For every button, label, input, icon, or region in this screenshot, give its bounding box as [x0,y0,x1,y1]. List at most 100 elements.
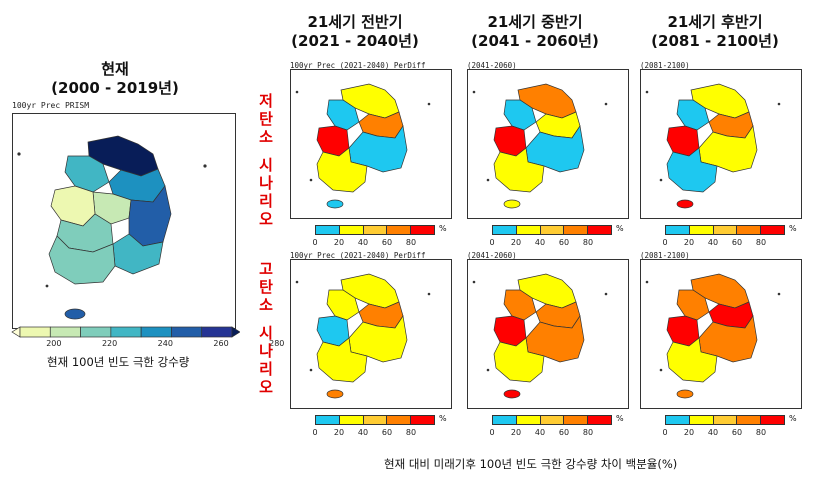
colorbar-box [540,416,565,424]
present-colorbar-tick-label: 280 [269,339,285,348]
korea-difference-map-r2-c2 [472,273,608,399]
colorbar-unit-label: % [789,224,797,233]
colorbar-box [564,416,589,424]
colorbar-tick-label: 20 [333,428,345,437]
present-panel-caption: 100yr Prec PRISM [12,101,90,110]
present-region-jeonnam [48,235,116,285]
colorbar-box [588,416,611,424]
small-island [604,292,608,296]
colorbar-unit-label: % [789,414,797,423]
colorbar-box [516,226,541,234]
colorbar-box [761,416,784,424]
panel-caption-r1-c2: (2041-2060) [467,61,517,70]
colorbar-box [761,226,784,234]
colorbar-tick-label: 60 [558,428,570,437]
colorbar-tick-label: 20 [683,428,695,437]
small-island [427,292,431,296]
present-title-line1: 현재 [101,60,129,78]
colorbar-box [316,226,340,234]
scenario-label-char: 소 [259,128,273,146]
difference-map-panel-r1-c2 [467,69,629,219]
colorbar-box [387,416,412,424]
colorbar-box [316,416,340,424]
colorbar-tick-label: 0 [662,238,668,247]
jeju-island [676,389,694,399]
map-region [316,337,368,383]
small-island [472,280,476,284]
small-island [645,280,649,284]
colorbar-box [339,416,364,424]
colorbar-box [689,226,714,234]
map-region [666,147,718,193]
present-colorbar-box [140,326,172,338]
scenario-label-char: 리 [259,192,273,210]
colorbar-box [737,226,762,234]
present-korea-map [17,135,207,320]
small-island [295,90,299,94]
colorbar-unit-label: % [439,224,447,233]
panel-caption-r1-c1: 100yr Prec (2021-2040) PerDiff [290,61,426,70]
present-title: 현재 (2000 - 2019년) [30,60,200,98]
colorbar-tick-label: 80 [755,428,767,437]
scenario-label-char: 시 [259,324,273,342]
present-colorbar-ticks: 200220240260280300 [0,339,340,351]
korea-difference-map-r1-c2 [472,83,608,209]
small-island [777,292,781,296]
scenario-label-char: 나 [259,174,273,192]
small-island [309,368,313,372]
colorbar-tick-label: 20 [333,238,345,247]
present-colorbar [11,326,240,338]
colorbar-tick-label: 20 [510,238,522,247]
colorbar-tick-label: 80 [582,428,594,437]
present-colorbar-box [201,326,233,338]
colorbar-tick-label: 0 [662,428,668,437]
panel-caption-r1-c3: (2081-2100) [640,61,690,70]
colorbar-tick-label: 60 [731,428,743,437]
colorbar-box [516,416,541,424]
scenario-label-char: 저 [259,92,273,110]
korea-difference-map-r2-c3 [645,273,781,399]
colorbar-tick-label: 0 [489,428,495,437]
difference-map-panel-r2-c3 [640,259,802,409]
colorbar-box [689,416,714,424]
present-colorbar-box [49,326,81,338]
difference-colorbar-r2-c3 [665,415,785,425]
colorbar-tick-label: 80 [405,238,417,247]
small-island [659,178,663,182]
difference-caption: 현재 대비 미래기후 100년 빈도 극한 강수량 차이 백분율(%) [384,457,678,471]
colorbar-tick-label: 40 [707,238,719,247]
column-title-2-line2: (2041 - 2060년) [471,32,599,50]
jeju-island [503,389,521,399]
present-colorbar-tick-label: 220 [101,339,118,348]
colorbar-box [411,226,434,234]
present-region-chungnam [50,185,96,227]
small-island [427,102,431,106]
present-colorbar-tick-label: 200 [46,339,62,348]
small-island [472,90,476,94]
colorbar-tick-label: 0 [489,238,495,247]
scenario-label-char [257,314,275,324]
colorbar-box [540,226,565,234]
column-title-2-line1: 21세기 중반기 [487,13,583,31]
present-colorbar-box [171,326,203,338]
jeju-island [326,199,344,209]
present-colorbar-tick-label: 260 [213,339,229,348]
column-title-3-line1: 21세기 후반기 [667,13,763,31]
difference-colorbar-r1-c1 [315,225,435,235]
colorbar-box [493,226,517,234]
present-colorbar-tick-label: 240 [157,339,173,348]
difference-map-panel-r1-c1 [290,69,452,219]
colorbar-tick-label: 60 [731,238,743,247]
map-region [493,147,545,193]
small-island [295,280,299,284]
colorbar-tick-label: 60 [381,238,393,247]
scenario-label-char: 탄 [259,110,273,128]
column-title-3: 21세기 후반기 (2081 - 2100년) [650,13,780,51]
colorbar-unit-label: % [616,224,624,233]
small-island [309,178,313,182]
scenario-label-char [257,146,275,156]
colorbar-box [713,416,738,424]
colorbar-box [737,416,762,424]
column-title-2: 21세기 중반기 (2041 - 2060년) [470,13,600,51]
column-title-1: 21세기 전반기 (2021 - 2040년) [290,13,420,51]
